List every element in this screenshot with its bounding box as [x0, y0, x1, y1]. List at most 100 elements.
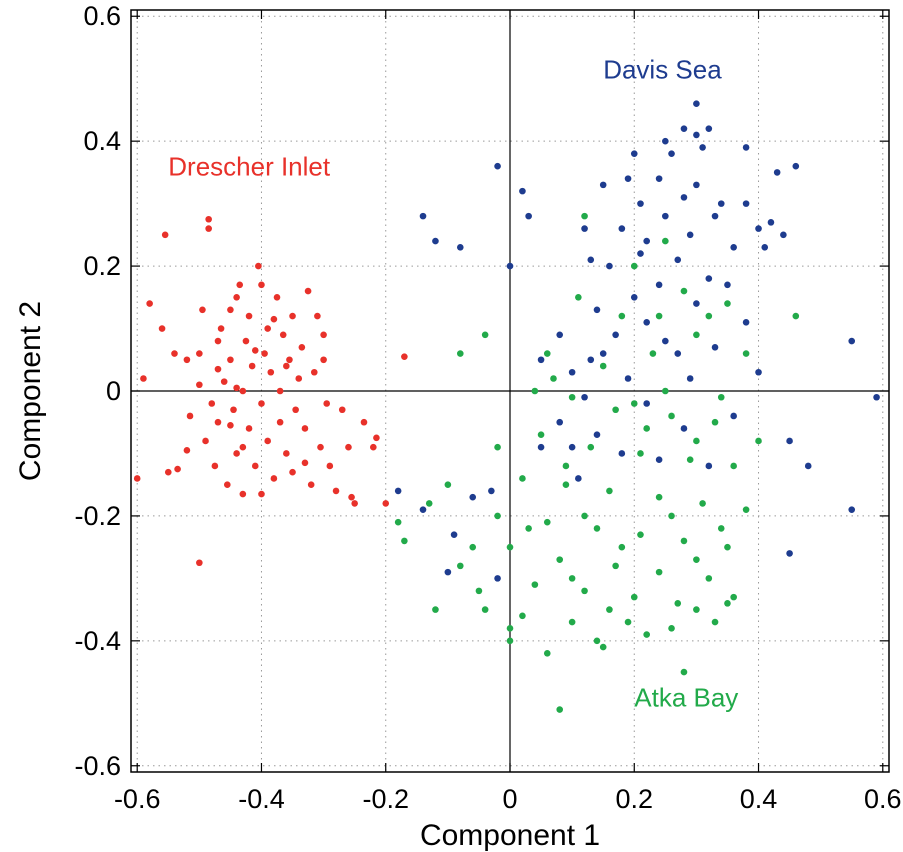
data-point [717, 200, 725, 207]
data-point [761, 244, 769, 251]
series-drescher-inlet [133, 215, 408, 567]
data-point [680, 287, 688, 295]
data-point [568, 393, 576, 401]
data-point [599, 350, 607, 357]
data-point [568, 575, 576, 582]
data-point [717, 393, 725, 401]
data-point [292, 406, 299, 414]
data-point [599, 362, 607, 370]
data-point [239, 443, 247, 451]
data-point [662, 337, 669, 345]
data-point [394, 518, 402, 526]
data-point [161, 231, 169, 239]
group-label-davis-sea: Davis Sea [603, 55, 722, 85]
data-point [693, 606, 700, 613]
data-point [258, 490, 265, 498]
data-point [401, 353, 408, 360]
data-point [506, 625, 514, 632]
data-point [755, 225, 762, 232]
data-point [612, 331, 619, 339]
data-point [581, 225, 588, 232]
data-point [214, 365, 222, 373]
data-point [475, 587, 483, 595]
y-tick-label: 0.4 [83, 126, 121, 156]
data-point [556, 331, 564, 339]
data-point [211, 462, 219, 470]
data-point [581, 512, 588, 520]
data-point [227, 306, 234, 314]
data-point [568, 618, 576, 626]
series-atka-bay [394, 212, 800, 713]
data-point [624, 375, 632, 382]
data-point [245, 425, 253, 432]
data-point [575, 294, 582, 301]
data-point [270, 315, 278, 323]
data-points [133, 100, 880, 713]
data-point [158, 325, 166, 332]
data-point [183, 356, 191, 364]
data-point [630, 294, 638, 301]
data-point [550, 375, 557, 382]
data-point [133, 475, 141, 482]
data-point [543, 650, 551, 657]
data-point [248, 362, 256, 370]
data-point [873, 393, 880, 401]
data-point [338, 406, 346, 414]
data-point [289, 468, 296, 476]
data-point [450, 531, 458, 538]
data-point [674, 350, 682, 357]
data-point [630, 150, 638, 157]
group-labels: Drescher Inlet Davis Sea Atka Bay [168, 55, 738, 713]
data-point [360, 418, 368, 426]
data-point [164, 468, 172, 476]
data-point [444, 481, 452, 488]
data-point [767, 219, 775, 226]
data-point [323, 400, 331, 407]
data-point [562, 481, 570, 488]
data-point [261, 350, 268, 357]
data-point [624, 618, 632, 626]
data-point [481, 331, 489, 339]
data-point [208, 400, 216, 407]
data-point [373, 434, 380, 442]
data-point [531, 387, 539, 395]
data-point [643, 400, 650, 407]
data-point [314, 312, 321, 320]
data-point [624, 175, 632, 182]
data-point [593, 525, 601, 532]
data-point [655, 493, 663, 501]
data-point [469, 493, 477, 501]
data-point [724, 543, 731, 551]
data-point [174, 465, 181, 473]
x-tick-label: 0.4 [740, 784, 778, 814]
data-point [742, 200, 750, 207]
data-point [488, 487, 495, 495]
data-point [283, 450, 290, 457]
data-point [742, 144, 750, 151]
data-point [519, 475, 526, 482]
data-point [295, 375, 303, 382]
data-point [711, 212, 719, 220]
data-point [581, 587, 588, 595]
y-tick-label: -0.2 [74, 501, 121, 531]
y-tick-label: 0.2 [83, 251, 121, 281]
data-point [456, 350, 464, 357]
data-point [618, 450, 626, 457]
data-point [320, 356, 327, 364]
data-point [236, 281, 244, 289]
data-point [227, 422, 234, 429]
data-point [186, 412, 194, 420]
data-point [494, 162, 501, 170]
data-point [637, 450, 644, 457]
data-point [199, 306, 206, 314]
data-point [680, 125, 688, 132]
x-axis-title: Component 1 [420, 819, 600, 852]
data-point [537, 443, 545, 451]
data-point [348, 493, 355, 501]
data-point [217, 325, 225, 332]
data-point [419, 212, 427, 220]
data-point [543, 518, 551, 526]
data-point [494, 443, 501, 451]
y-axis-title: Component 2 [14, 301, 47, 481]
data-point [680, 425, 688, 432]
